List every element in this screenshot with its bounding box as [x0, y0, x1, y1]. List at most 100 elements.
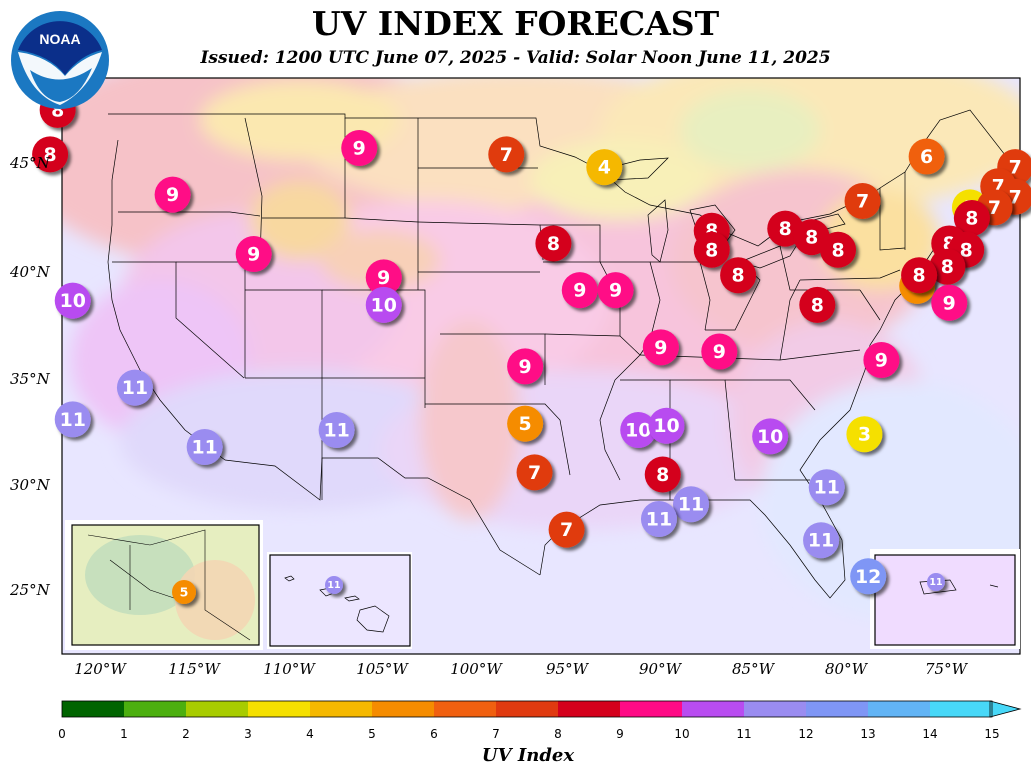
uv-value-marker: 7 [844, 183, 881, 220]
uv-value-marker: 11 [116, 369, 153, 406]
uv-marker-value: 7 [500, 144, 513, 166]
uv-marker-value: 9 [875, 350, 888, 372]
longitude-label: 100°W [450, 660, 502, 678]
colorbar-segment [62, 701, 124, 717]
uv-marker-value: 9 [166, 184, 179, 206]
uv-value-marker: 9 [931, 284, 968, 321]
uv-value-marker: 9 [701, 333, 738, 370]
longitude-label: 80°W [824, 660, 867, 678]
colorbar-segment [186, 701, 248, 717]
uv-marker-value: 8 [656, 464, 669, 486]
uv-marker-circle [507, 348, 544, 385]
uv-marker-value: 10 [653, 415, 679, 437]
colorbar-segment [558, 701, 620, 717]
uv-value-marker: 8 [820, 231, 857, 268]
uv-value-marker: 11 [318, 412, 355, 448]
uv-marker-circle [701, 333, 738, 370]
uv-marker-value: 8 [805, 227, 818, 249]
colorbar-extend-arrow [989, 700, 1022, 718]
uv-value-marker: 11 [803, 522, 840, 559]
colorbar-segment [682, 701, 744, 717]
uv-value-marker: 10 [648, 407, 685, 444]
uv-marker-value: 11 [678, 494, 704, 516]
uv-value-marker: 9 [365, 259, 402, 296]
uv-marker-value: 7 [560, 519, 573, 541]
uv-marker-circle [927, 573, 945, 591]
uv-marker-value: 5 [180, 584, 189, 599]
uv-marker-value: 6 [920, 146, 933, 168]
uv-marker-circle [808, 469, 845, 506]
inset-markers: 5 11 11 [172, 573, 945, 604]
uv-marker-circle [597, 272, 634, 309]
uv-value-marker: 12 [850, 558, 887, 595]
uv-marker-circle [642, 329, 679, 366]
colorbar-tick-label: 15 [984, 727, 1000, 741]
colorbar-segment [868, 701, 930, 717]
colorbar-label: UV Index [481, 745, 575, 766]
colorbar-tick-label: 5 [368, 727, 376, 741]
uv-value-marker: 6 [908, 138, 945, 175]
colorbar-tick-label: 8 [554, 727, 562, 741]
uv-marker-value: 9 [573, 280, 586, 302]
uv-value-marker: 11 [808, 469, 845, 506]
latitude-label: 35°N [10, 370, 50, 388]
colorbar-tick-label: 3 [244, 727, 252, 741]
svg-text:NOAA: NOAA [39, 31, 80, 47]
uv-marker-circle [561, 272, 598, 309]
uv-value-marker: 8 [901, 257, 938, 294]
longitude-label: 75°W [924, 660, 967, 678]
uv-marker-value: 8 [941, 256, 954, 278]
uv-marker-circle [693, 231, 730, 268]
uv-marker-value: 11 [814, 477, 840, 499]
uv-marker-value: 11 [327, 580, 340, 591]
colorbar-segment [806, 701, 868, 717]
uv-value-marker: 11 [640, 501, 677, 538]
uv-marker-circle [548, 511, 585, 548]
uv-marker-circle [54, 401, 91, 438]
colorbar-tick-label: 0 [58, 727, 66, 741]
colorbar-tick-label: 12 [798, 727, 814, 741]
uv-value-marker: 8 [535, 225, 572, 262]
colorbar-tick-label: 1 [120, 727, 128, 741]
uv-marker-value: 8 [779, 218, 792, 240]
uv-marker-circle [325, 576, 343, 594]
uv-marker-value: 7 [856, 191, 869, 213]
uv-value-marker: 9 [863, 342, 900, 379]
uv-marker-value: 10 [60, 290, 86, 312]
colorbar-tick-label: 14 [922, 727, 938, 741]
uv-marker-circle [846, 416, 883, 453]
uv-value-marker: 7 [516, 454, 553, 491]
colorbar-outline [61, 700, 993, 718]
noaa-logo: NOAA [11, 11, 109, 109]
uv-value-marker: 7 [488, 136, 525, 173]
uv-marker-value: 9 [519, 356, 532, 378]
uv-marker-circle [620, 412, 657, 448]
uv-marker-circle [488, 136, 525, 173]
uv-value-marker: 3 [846, 416, 883, 453]
uv-marker-value: 11 [60, 409, 86, 431]
uv-marker-value: 11 [646, 509, 672, 531]
uv-value-marker: 11 [673, 486, 710, 523]
colorbar-tick-label: 10 [674, 727, 690, 741]
uv-marker-value: 12 [855, 566, 881, 588]
uv-value-marker: 7 [548, 511, 585, 548]
uv-marker-value: 9 [654, 337, 667, 359]
uv-marker-circle [341, 130, 378, 167]
uv-value-marker: 8 [929, 248, 966, 285]
uv-marker-circle [235, 236, 272, 273]
puerto-rico-inset [870, 549, 1020, 649]
uv-value-marker: 9 [597, 272, 634, 309]
uv-marker-circle [803, 522, 840, 559]
uv-marker-value: 7 [1009, 157, 1022, 179]
uv-marker-circle [116, 369, 153, 406]
uv-marker-circle [365, 286, 402, 323]
uv-marker-circle [908, 138, 945, 175]
uv-marker-circle [318, 412, 355, 448]
colorbar-segment [310, 701, 372, 717]
uv-marker-value: 9 [609, 280, 622, 302]
colorbar-tick-label: 9 [616, 727, 624, 741]
uv-value-marker: 8 [644, 456, 681, 493]
uv-value-marker: 9 [561, 272, 598, 309]
uv-marker-value: 4 [598, 157, 611, 179]
longitude-label: 95°W [545, 660, 588, 678]
